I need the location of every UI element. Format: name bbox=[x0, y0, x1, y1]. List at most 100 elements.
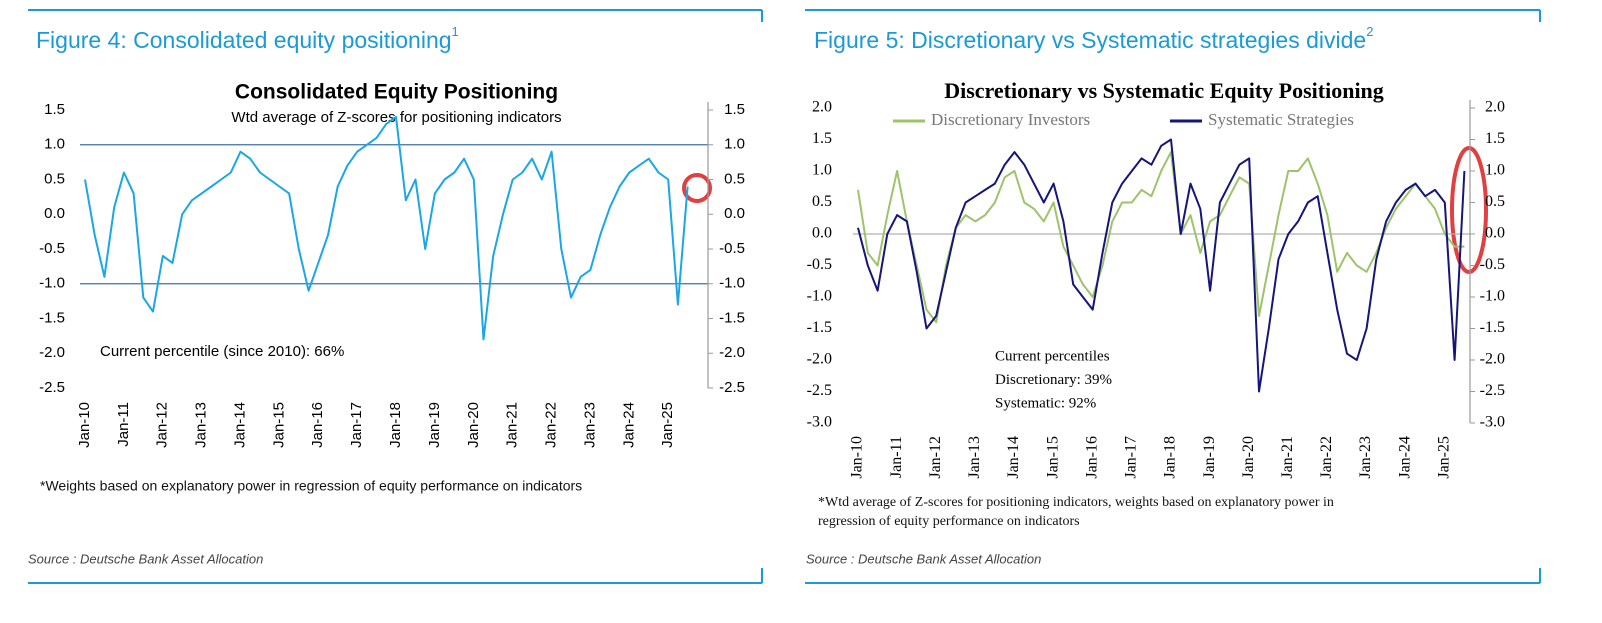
heading-sup: 1 bbox=[452, 24, 459, 39]
highlight-circle bbox=[682, 173, 712, 203]
x-tick-label: Jan-25 bbox=[1435, 436, 1452, 479]
y2-tick-label: -2.0 bbox=[1480, 351, 1505, 368]
y2-tick-label: -3.0 bbox=[1480, 414, 1505, 431]
x-tick-label: Jan-17 bbox=[348, 402, 365, 448]
y-tick-label: 1.5 bbox=[812, 130, 832, 147]
x-tick-label: Jan-12 bbox=[154, 402, 171, 448]
y2-tick-label: -2.5 bbox=[1480, 382, 1505, 399]
legend-label: Discretionary Investors bbox=[931, 110, 1090, 129]
y2-tick-label: 1.0 bbox=[1485, 162, 1505, 179]
y-tick-label: -2.0 bbox=[39, 344, 65, 361]
panel-frames bbox=[28, 9, 1541, 584]
x-tick-label: Jan-15 bbox=[1044, 436, 1061, 479]
chart: Discretionary vs Systematic Equity Posit… bbox=[807, 78, 1505, 479]
x-tick-label: Jan-23 bbox=[1357, 436, 1374, 479]
heading-sup: 2 bbox=[1366, 24, 1373, 39]
x-tick-label: Jan-11 bbox=[888, 436, 905, 478]
x-tick-label: Jan-14 bbox=[1005, 436, 1022, 479]
chart-title: Discretionary vs Systematic Equity Posit… bbox=[944, 78, 1384, 103]
y2-tick-label: 0.5 bbox=[724, 170, 745, 187]
y2-tick-label: -2.5 bbox=[719, 379, 745, 396]
y-tick-label: -1.5 bbox=[39, 309, 65, 326]
x-tick-label: Jan-17 bbox=[1123, 436, 1140, 479]
figure-heading: Figure 4: Consolidated equity positionin… bbox=[36, 24, 459, 53]
x-tick-label: Jan-10 bbox=[76, 402, 93, 448]
y-tick-label: 1.5 bbox=[44, 101, 65, 118]
y-tick-label: 2.0 bbox=[812, 99, 832, 116]
legend-label: Systematic Strategies bbox=[1208, 110, 1354, 129]
x-tick-label: Jan-24 bbox=[620, 402, 637, 448]
x-tick-label: Jan-25 bbox=[659, 402, 676, 448]
x-tick-label: Jan-15 bbox=[270, 402, 287, 448]
figure-heading: Figure 5: Discretionary vs Systematic st… bbox=[814, 24, 1373, 53]
y2-tick-label: 1.0 bbox=[724, 136, 745, 153]
y-tick-label: -0.5 bbox=[39, 240, 65, 257]
x-tick-label: Jan-23 bbox=[581, 402, 598, 448]
annotation: Current percentiles bbox=[995, 348, 1110, 364]
data-line bbox=[84, 115, 689, 341]
footnote: *Wtd average of Z-scores for positioning… bbox=[818, 495, 1334, 510]
x-tick-label: Jan-21 bbox=[1279, 436, 1296, 479]
y-tick-label: -1.0 bbox=[807, 288, 832, 305]
annotation: Current percentile (since 2010): 66% bbox=[100, 343, 344, 360]
x-tick-label: Jan-20 bbox=[465, 402, 482, 448]
annotation: Systematic: 92% bbox=[995, 395, 1096, 411]
y2-tick-label: -1.0 bbox=[719, 275, 745, 292]
x-tick-label: Jan-12 bbox=[927, 436, 944, 479]
y-tick-label: -2.5 bbox=[807, 382, 832, 399]
y2-tick-label: -0.5 bbox=[719, 240, 745, 257]
y2-tick-label: 2.0 bbox=[1485, 99, 1505, 116]
x-tick-label: Jan-20 bbox=[1240, 436, 1257, 479]
x-tick-label: Jan-16 bbox=[1083, 436, 1100, 479]
y-tick-label: -1.0 bbox=[39, 275, 65, 292]
y2-tick-label: 0.0 bbox=[724, 205, 745, 222]
y-tick-label: -0.5 bbox=[807, 256, 832, 273]
y2-tick-label: 0.5 bbox=[1485, 193, 1505, 210]
y2-tick-label: -2.0 bbox=[719, 344, 745, 361]
heading-text: Figure 5: Discretionary vs Systematic st… bbox=[814, 27, 1366, 53]
x-tick-label: Jan-21 bbox=[504, 402, 521, 448]
y2-tick-label: -1.5 bbox=[1480, 319, 1505, 336]
x-tick-label: Jan-18 bbox=[387, 402, 404, 448]
y-tick-label: 0.5 bbox=[812, 193, 832, 210]
chart-title: Consolidated Equity Positioning bbox=[235, 81, 558, 104]
annotation: Discretionary: 39% bbox=[995, 372, 1112, 388]
x-tick-label: Jan-10 bbox=[849, 436, 866, 479]
source: Source : Deutsche Bank Asset Allocation bbox=[28, 551, 263, 566]
x-tick-label: Jan-16 bbox=[309, 402, 326, 448]
x-tick-label: Jan-14 bbox=[231, 402, 248, 448]
y-tick-label: 0.0 bbox=[812, 225, 832, 242]
x-tick-label: Jan-13 bbox=[193, 402, 210, 448]
x-tick-label: Jan-13 bbox=[966, 436, 983, 479]
y2-tick-label: -1.5 bbox=[719, 309, 745, 326]
y2-tick-label: 1.5 bbox=[1485, 130, 1505, 147]
data-line bbox=[857, 138, 1466, 393]
footnote: regression of equity performance on indi… bbox=[818, 514, 1080, 529]
y2-tick-label: -1.0 bbox=[1480, 288, 1505, 305]
x-tick-label: Jan-22 bbox=[1318, 436, 1335, 479]
x-tick-label: Jan-19 bbox=[426, 402, 443, 448]
source: Source : Deutsche Bank Asset Allocation bbox=[806, 551, 1041, 566]
y-tick-label: 1.0 bbox=[812, 162, 832, 179]
y-tick-label: -2.5 bbox=[39, 379, 65, 396]
y-tick-label: 0.5 bbox=[44, 170, 65, 187]
data-line bbox=[857, 151, 1465, 324]
highlight-circle bbox=[1450, 146, 1488, 274]
y-tick-label: -1.5 bbox=[807, 319, 832, 336]
y2-tick-label: 0.0 bbox=[1485, 225, 1505, 242]
y2-tick-label: 1.5 bbox=[724, 101, 745, 118]
y-tick-label: 0.0 bbox=[44, 205, 65, 222]
y-tick-label: -3.0 bbox=[807, 414, 832, 431]
x-tick-label: Jan-18 bbox=[1162, 436, 1179, 479]
x-tick-label: Jan-19 bbox=[1201, 436, 1218, 479]
x-tick-label: Jan-24 bbox=[1396, 436, 1413, 479]
x-tick-label: Jan-22 bbox=[543, 402, 560, 448]
y-tick-label: -2.0 bbox=[807, 351, 832, 368]
footnote: *Weights based on explanatory power in r… bbox=[40, 478, 582, 494]
x-tick-label: Jan-11 bbox=[115, 402, 132, 447]
y2-tick-label: -0.5 bbox=[1480, 256, 1505, 273]
y-tick-label: 1.0 bbox=[44, 136, 65, 153]
heading-text: Figure 4: Consolidated equity positionin… bbox=[36, 27, 452, 53]
